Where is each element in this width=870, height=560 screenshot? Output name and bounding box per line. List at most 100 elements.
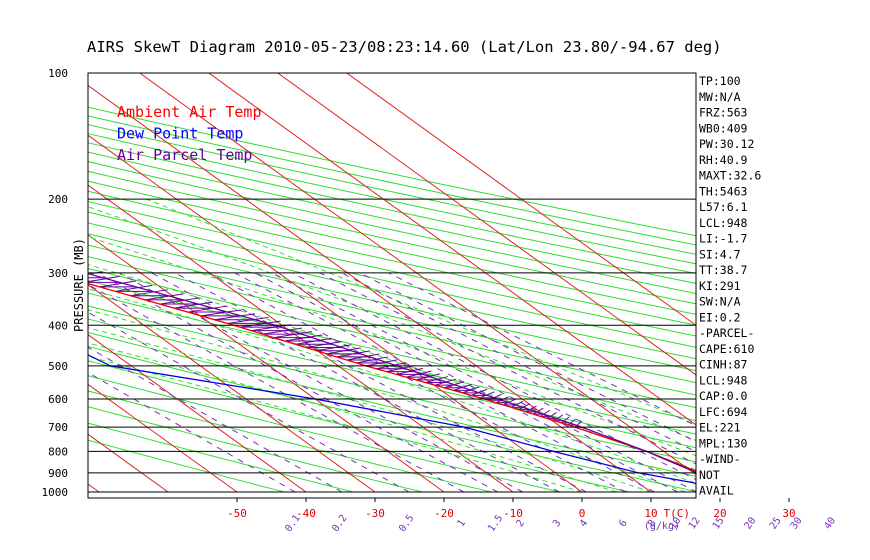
isotherm-line: [139, 73, 696, 476]
cape-hatch-line: [495, 396, 510, 404]
moist-adiabat-line: [88, 342, 617, 493]
bottom-axis-label: -20: [434, 507, 454, 520]
mixing-ratio-label: 2: [515, 518, 527, 529]
mixing-ratio-label: 4: [578, 518, 590, 529]
cape-hatch-line: [227, 316, 269, 324]
mixing-ratio-line: [234, 272, 655, 493]
y-tick-label: 400: [48, 319, 68, 332]
isotherm-line: [88, 383, 238, 493]
y-tick-label: 1000: [42, 486, 69, 499]
mixing-ratio-label: 8: [646, 518, 658, 529]
dry-adiabat-line: [88, 115, 696, 246]
mixing-ratio-line: [151, 272, 560, 493]
bottom-axis-label: 0: [579, 507, 586, 520]
dry-adiabat-line: [88, 280, 696, 422]
mixing-ratio-label: 1: [456, 518, 468, 529]
index-label: CAP:0.0: [699, 389, 748, 403]
dry-adiabat-line: [88, 190, 696, 326]
y-tick-label: 900: [48, 467, 68, 480]
chart-title: AIRS SkewT Diagram 2010-05-23/08:23:14.6…: [87, 38, 722, 56]
dry-adiabat-line: [88, 375, 561, 493]
index-label: MAXT:32.6: [699, 169, 761, 183]
moist-adiabat-line: [88, 264, 696, 471]
mixing-ratio-label: 6: [617, 518, 629, 529]
cape-hatch-line: [115, 284, 153, 292]
index-label: SI:4.7: [699, 247, 741, 261]
index-label: LCL:948: [699, 216, 748, 230]
cape-hatch-line: [187, 305, 228, 313]
y-tick-label: 800: [48, 445, 68, 458]
dry-adiabat-line: [88, 406, 423, 493]
y-axis-label: PRESSURE (MB): [72, 238, 86, 332]
dry-adiabat-line: [88, 292, 696, 435]
cape-hatch-line: [574, 420, 583, 428]
y-tick-label: 300: [48, 267, 68, 280]
bottom-axis-label: 20: [713, 507, 726, 520]
dry-adiabat-line: [88, 124, 696, 255]
mixing-ratio-label: 3: [551, 518, 563, 529]
y-tick-label: 200: [48, 193, 68, 206]
dry-adiabat-line: [88, 422, 354, 493]
moist-adiabat-line: [88, 206, 696, 442]
index-label: EL:221: [699, 421, 741, 435]
index-label: CINH:87: [699, 358, 748, 372]
y-tick-label: 100: [48, 67, 68, 80]
index-label: AVAIL: [699, 484, 734, 498]
cape-hatch-line: [561, 416, 570, 424]
index-label: EI:0.2: [699, 310, 741, 324]
isotherm-line: [277, 73, 696, 376]
cape-hatch-line: [88, 275, 120, 283]
mixing-ratio-line: [88, 346, 343, 493]
isotherm-line: [88, 84, 652, 493]
moist-adiabat-line: [88, 309, 686, 493]
index-label: LI:-1.7: [699, 232, 748, 246]
cape-hatch-line: [554, 414, 564, 422]
mixing-ratio-line: [88, 311, 410, 493]
cape-hatch-line: [510, 400, 524, 408]
index-label: SW:N/A: [699, 295, 741, 309]
cape-hatch-line: [503, 398, 517, 406]
dry-adiabat-line: [88, 345, 696, 493]
dry-adiabat-line: [88, 211, 696, 348]
index-label: MW:N/A: [699, 90, 741, 104]
dry-adiabat-line: [88, 390, 492, 493]
cape-hatch-line: [173, 301, 214, 309]
dry-adiabat-line: [88, 142, 696, 275]
isotherm-line: [88, 284, 376, 493]
index-label: FRZ:563: [699, 106, 748, 120]
dry-adiabat-line: [88, 233, 696, 372]
isotherm-line: [88, 184, 514, 493]
index-label: -PARCEL-: [699, 326, 754, 340]
cape-hatch-line: [201, 309, 242, 317]
dry-adiabat-line: [88, 360, 630, 493]
index-label: TP:100: [699, 74, 741, 88]
cape-hatch-line: [159, 297, 199, 305]
dry-adiabat-line: [88, 180, 696, 315]
cape-hatch-line: [525, 405, 537, 413]
isotherm-line: [208, 73, 696, 426]
dry-adiabat-line: [88, 332, 696, 477]
mixing-ratio-line: [88, 371, 296, 493]
cape-hatch-line: [239, 320, 281, 328]
cape-hatch-line: [99, 280, 137, 288]
dry-adiabat-line: [88, 439, 285, 493]
cape-hatch-line: [214, 313, 256, 321]
index-label: TT:38.7: [699, 263, 748, 277]
dry-adiabat-line: [88, 267, 696, 409]
index-label: KI:291: [699, 279, 741, 293]
series-line: [88, 272, 696, 474]
bottom-axis-label: -40: [296, 507, 316, 520]
y-tick-label: 700: [48, 421, 68, 434]
index-label: NOT: [699, 468, 720, 482]
moist-adiabat-line: [88, 327, 652, 493]
legend-entry: Air Parcel Temp: [117, 146, 252, 164]
cape-hatch-line: [145, 293, 184, 301]
cape-hatch-line: [540, 409, 551, 417]
index-label: PW:30.12: [699, 137, 754, 151]
dry-adiabat-line: [88, 222, 696, 360]
moist-adiabat-line: [88, 236, 696, 457]
mixing-ratio-line: [388, 272, 696, 427]
series-line: [88, 354, 696, 485]
mixing-ratio-unit: (g/kg): [644, 521, 680, 532]
